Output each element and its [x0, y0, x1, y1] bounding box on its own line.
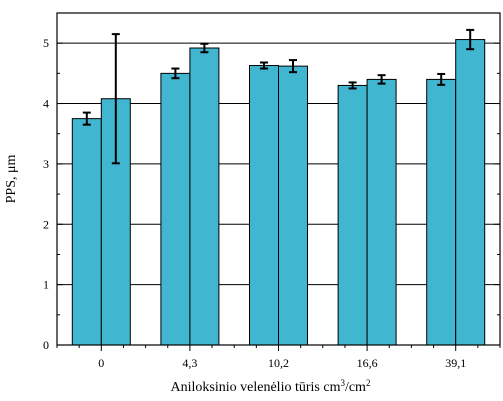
x-tick-label: 0 — [98, 356, 104, 370]
y-tick-label: 4 — [43, 97, 49, 111]
error-bars — [82, 28, 475, 165]
bar-39,1-series-2 — [455, 39, 486, 346]
x-axis-title-unit: /cm — [345, 380, 366, 395]
axis-ticks — [56, 12, 501, 351]
bars — [71, 39, 486, 346]
x-axis-title: Aniloksinio velenėlio tūris cm3/cm2 — [171, 378, 371, 395]
y-tick-label: 2 — [43, 217, 49, 231]
tick-labels: 0 1 2 3 4 5 0 4,3 10,2 16,6 39,1 — [43, 36, 466, 370]
y-tick-label: 5 — [43, 36, 49, 50]
bar-39,1-series-1 — [426, 78, 457, 346]
x-tick-label: 4,3 — [182, 356, 197, 370]
y-tick-label: 1 — [43, 278, 49, 292]
x-tick-label: 16,6 — [357, 356, 378, 370]
bar-10,2-series-1 — [249, 65, 279, 346]
bar-4,3-series-1 — [160, 72, 191, 346]
x-axis-title-main: Aniloksinio velenėlio tūris cm — [171, 380, 341, 395]
x-tick-label: 39,1 — [445, 356, 466, 370]
x-axis-title-sup-1: 3 — [340, 378, 345, 388]
y-axis-title: PPS, μm — [4, 155, 19, 204]
y-tick-label: 0 — [43, 338, 49, 352]
bar-0-series-1 — [71, 118, 102, 346]
x-tick-label: 10,2 — [268, 356, 289, 370]
bar-10,2-series-2 — [278, 65, 308, 346]
bar-16,6-series-2 — [366, 78, 397, 346]
bar-16,6-series-1 — [337, 84, 368, 346]
y-tick-label: 3 — [43, 157, 49, 171]
x-axis-title-sup-2: 2 — [366, 378, 371, 388]
bar-4,3-series-2 — [189, 47, 220, 346]
